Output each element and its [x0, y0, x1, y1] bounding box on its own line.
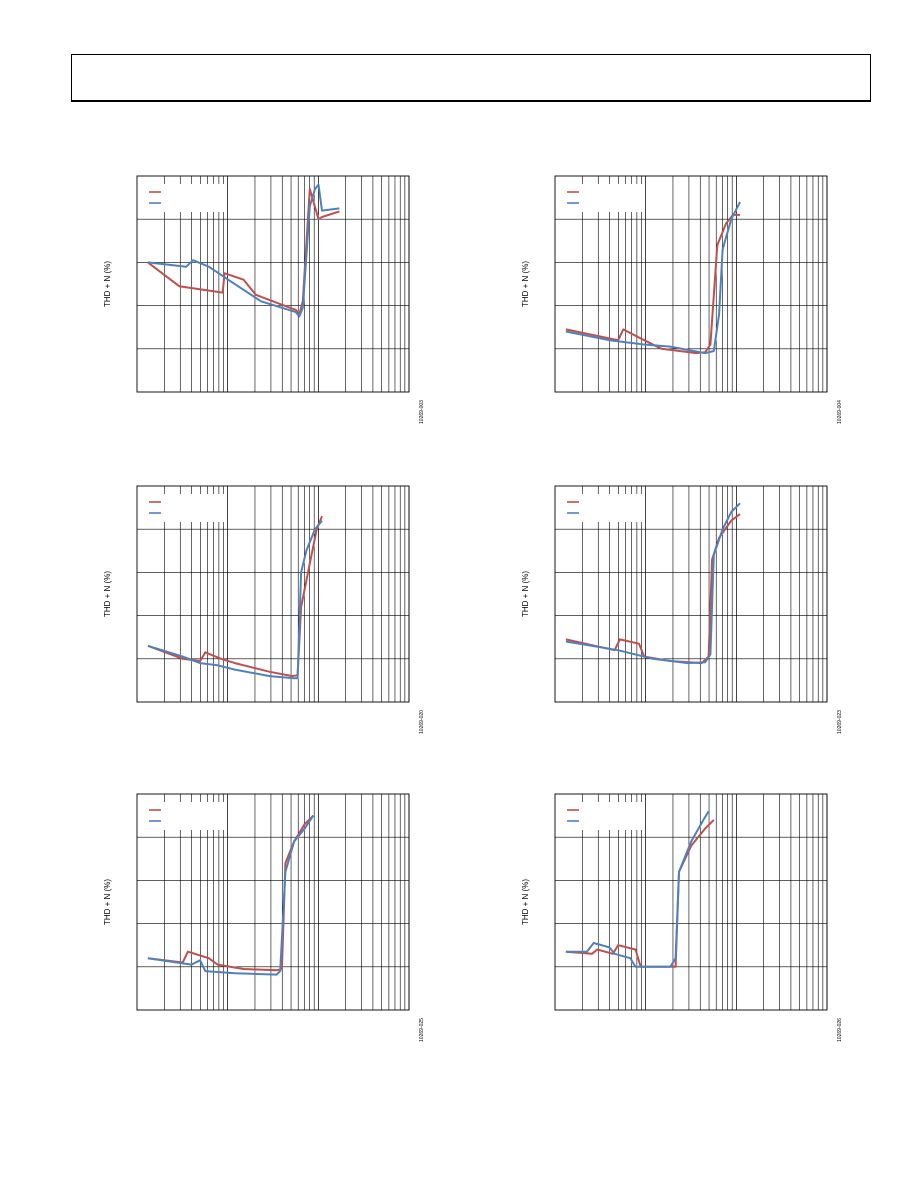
series-line-red	[147, 515, 323, 678]
y-axis-label: THD + N (%)	[103, 879, 112, 925]
chart-thd-n-4: THD + N (%) 10269-023	[521, 485, 843, 734]
series-line-red	[565, 213, 740, 355]
plot-frame	[554, 793, 828, 1011]
legend-box	[143, 802, 227, 830]
y-axis-label: THD + N (%)	[103, 261, 112, 307]
figure-id: 10269-020	[419, 710, 425, 734]
plot-frame	[554, 485, 828, 703]
series-line-blue	[147, 183, 340, 318]
series-line-blue	[147, 519, 323, 680]
plot-frame	[136, 793, 410, 1011]
y-axis-label: THD + N (%)	[521, 261, 530, 307]
figure-id: 10269-025	[419, 1018, 425, 1042]
figure-id: 10269-026	[837, 1018, 843, 1042]
chart-thd-n-6: THD + N (%) 10269-026	[521, 793, 843, 1042]
legend-box	[143, 494, 227, 522]
plot-frame	[136, 485, 410, 703]
series-line-blue	[565, 201, 741, 355]
legend-box	[561, 494, 645, 522]
chart-thd-n-3: THD + N (%) 10269-020	[103, 485, 425, 734]
figure-id: 10269-023	[837, 710, 843, 734]
plot-frame	[554, 175, 828, 393]
series-line-blue	[147, 815, 315, 976]
grid	[555, 176, 828, 392]
legend-box	[561, 184, 645, 212]
figure-id: 10269-004	[837, 400, 843, 424]
grid	[555, 486, 828, 702]
series-line-red	[147, 814, 315, 972]
chart-thd-n-1: THD + N (%) 10269-003	[103, 175, 425, 424]
y-axis-label: THD + N (%)	[521, 879, 530, 925]
series-line-blue	[565, 810, 710, 968]
legend-box	[561, 802, 645, 830]
series-line-blue	[565, 502, 741, 665]
chart-thd-n-5: THD + N (%) 10269-025	[103, 793, 425, 1042]
page-header-box	[71, 54, 871, 102]
y-axis-label: THD + N (%)	[521, 571, 530, 617]
series-line-red	[565, 513, 741, 665]
series-line-red	[147, 188, 340, 316]
plot-frame	[136, 175, 410, 393]
chart-thd-n-2: THD + N (%) 10269-004	[521, 175, 843, 424]
figure-id: 10269-003	[419, 400, 425, 424]
legend-box	[143, 184, 227, 212]
y-axis-label: THD + N (%)	[103, 571, 112, 617]
